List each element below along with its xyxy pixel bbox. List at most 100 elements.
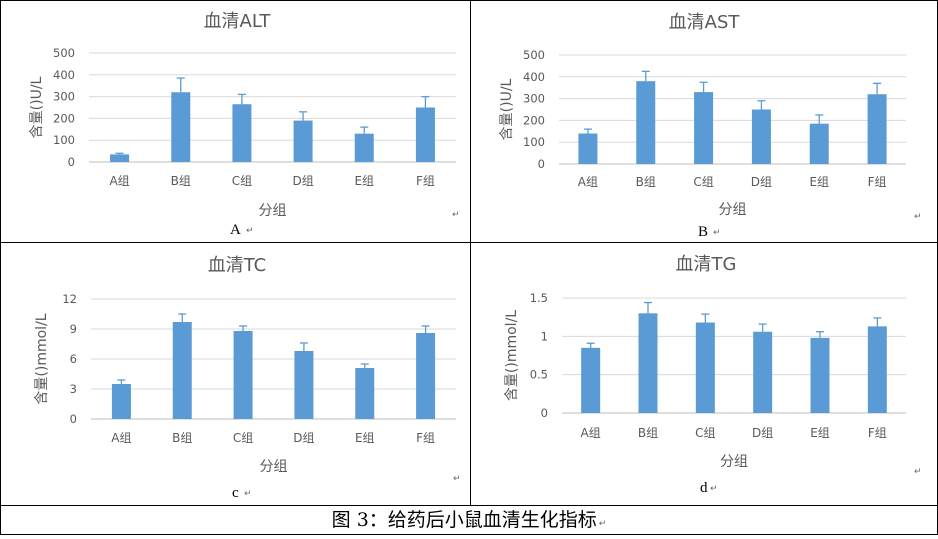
bar xyxy=(355,368,375,419)
x-tick-label: C组 xyxy=(695,426,715,440)
chart-panel-tg: 血清TG 0 0.5 1 1.5 A组 B组 C组 D组 E组 F组 分组 含量()mmol/L xyxy=(471,243,937,505)
y-tick-label: 300 xyxy=(53,90,75,104)
chart-panel-ast: 血清AST 0 100 200 300 400 500 A组 B组 C组 D组 E组 F组 分组 含量()U… xyxy=(471,1,937,242)
y-tick-label: 100 xyxy=(53,133,75,147)
paragraph-mark: ↵ xyxy=(914,212,922,222)
y-tick-label: 1.5 xyxy=(530,291,548,305)
x-tick-label: C组 xyxy=(233,431,253,445)
y-axis-label: 含量()mmol/L xyxy=(504,310,520,401)
panel-label-d: d xyxy=(700,480,708,496)
y-tick-label: 0 xyxy=(541,406,548,420)
bar xyxy=(751,109,771,164)
bar xyxy=(867,326,887,413)
x-tick-label: C组 xyxy=(232,174,252,188)
y-tick-label: 200 xyxy=(53,111,75,125)
figure-caption-text: 图 3：给药后小鼠血清生化指标 xyxy=(331,509,597,531)
y-tick-label: 12 xyxy=(62,292,77,306)
bar xyxy=(111,384,131,419)
x-tick-label: A组 xyxy=(111,431,131,445)
x-tick-label: F组 xyxy=(868,175,887,189)
panel-label-b: B xyxy=(698,224,709,240)
x-axis-label: 分组 xyxy=(259,203,287,219)
y-tick-label: 300 xyxy=(523,92,545,106)
paragraph-mark: ↵ xyxy=(452,210,460,220)
y-tick-label: 0 xyxy=(68,155,75,169)
paragraph-mark: ↵ xyxy=(914,467,922,477)
x-tick-label: B组 xyxy=(638,426,658,440)
x-tick-label: E组 xyxy=(809,175,829,189)
bar xyxy=(867,94,887,164)
paragraph-mark: ↵ xyxy=(710,484,718,494)
y-tick-label: 1 xyxy=(541,329,548,343)
y-axis-label: 含量()mmol/L xyxy=(34,313,50,404)
bar xyxy=(232,104,252,162)
x-tick-label: B组 xyxy=(636,175,656,189)
chart-panel-alt: 血清ALT 0 100 200 300 400 500 A组 B组 C组 D组 E组 F组分组 含量()U… xyxy=(1,1,470,242)
y-tick-label: 400 xyxy=(523,70,545,84)
paragraph-mark: ↵ xyxy=(244,489,252,499)
bar xyxy=(171,92,191,162)
bar xyxy=(233,331,253,419)
paragraph-mark: ↵ xyxy=(598,519,607,529)
panel-label-c: c xyxy=(232,485,239,501)
bar xyxy=(695,322,715,413)
y-axis-label: 含量()U/L xyxy=(29,76,45,138)
chart-title: 血清TC xyxy=(208,255,267,276)
y-tick-label: 3 xyxy=(70,382,77,396)
y-tick-label: 100 xyxy=(523,135,545,149)
x-tick-label: A组 xyxy=(109,174,129,188)
x-tick-label: D组 xyxy=(751,175,772,189)
y-tick-label: 0 xyxy=(70,412,77,426)
bar xyxy=(809,123,829,164)
bar xyxy=(416,333,436,419)
x-tick-label: F组 xyxy=(416,174,435,188)
x-tick-label: E组 xyxy=(355,431,375,445)
y-tick-label: 500 xyxy=(53,46,75,60)
x-tick-label: E组 xyxy=(354,174,374,188)
x-tick-label: A组 xyxy=(581,426,601,440)
bar xyxy=(694,92,714,164)
y-tick-label: 0.5 xyxy=(530,368,548,382)
bar xyxy=(581,347,601,413)
x-axis-label: 分组 xyxy=(260,459,288,475)
bar xyxy=(354,133,374,162)
bar xyxy=(294,351,314,419)
bar xyxy=(415,107,435,162)
bar xyxy=(110,154,130,162)
bar xyxy=(172,322,192,419)
x-tick-label: E组 xyxy=(810,426,830,440)
figure-caption: 图 3：给药后小鼠血清生化指标 ↵ xyxy=(0,506,938,535)
y-tick-label: 200 xyxy=(523,113,545,127)
paragraph-mark: ↵ xyxy=(453,474,461,484)
y-tick-label: 9 xyxy=(70,322,77,336)
bar xyxy=(293,120,313,162)
bar xyxy=(638,313,658,413)
bar xyxy=(578,133,598,164)
x-tick-label: F组 xyxy=(416,431,435,445)
y-tick-label: 0 xyxy=(538,157,545,171)
chart-title: 血清ALT xyxy=(204,11,272,32)
x-tick-label: B组 xyxy=(171,174,191,188)
chart-panel-tc: 血清TC 0 3 6 9 12 A组 B组 C组 D组 E组 F组分组 含量()mmol/L xyxy=(1,243,470,505)
x-tick-label: D组 xyxy=(292,174,313,188)
y-tick-label: 6 xyxy=(70,352,77,366)
bar xyxy=(753,331,773,413)
x-tick-label: C组 xyxy=(693,175,713,189)
y-axis-label: 含量()U/L xyxy=(499,78,515,140)
paragraph-mark: ↵ xyxy=(246,226,254,236)
chart-title: 血清AST xyxy=(669,12,741,33)
bar xyxy=(810,337,830,413)
x-tick-label: D组 xyxy=(752,426,773,440)
chart-title: 血清TG xyxy=(676,254,737,275)
x-axis-label: 分组 xyxy=(719,202,747,218)
y-tick-label: 500 xyxy=(523,48,545,62)
paragraph-mark: ↵ xyxy=(713,228,721,238)
y-tick-label: 400 xyxy=(53,68,75,82)
x-tick-label: D组 xyxy=(293,431,314,445)
x-tick-label: B组 xyxy=(172,431,192,445)
bar xyxy=(636,81,656,164)
